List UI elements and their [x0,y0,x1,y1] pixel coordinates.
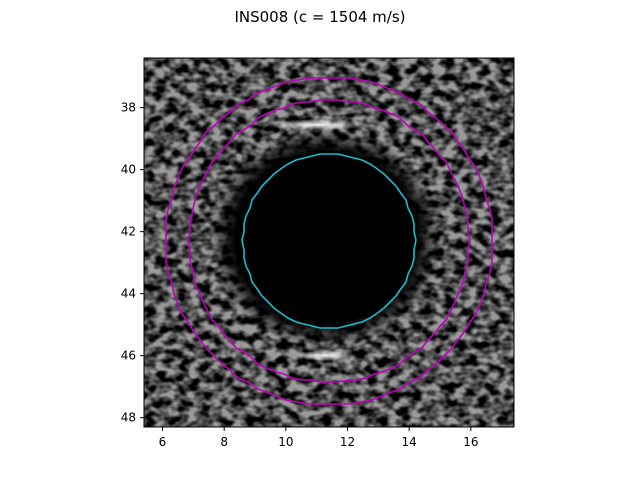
y-axis: 38 40 42 44 46 48 [121,101,144,425]
x-tick-label: 12 [340,435,355,449]
contour-outer-2 [165,77,493,405]
contour-outer-1 [187,99,471,383]
y-tick-label: 44 [121,287,136,301]
dark-lumen [210,127,442,348]
x-axis: 6 8 10 12 14 16 [159,427,478,449]
x-tick-label: 16 [463,435,478,449]
x-tick-label: 10 [278,435,293,449]
figure-title: INS008 (c = 1504 m/s) [234,8,405,26]
bright-band-top [261,119,373,131]
y-tick-label: 46 [121,349,136,363]
contours [165,77,493,405]
x-tick-label: 14 [402,435,417,449]
bright-band-bottom [295,350,357,362]
axes-frame [143,57,515,428]
contour-inner [241,153,417,329]
y-tick-label: 38 [121,101,136,115]
x-tick-label: 8 [220,435,228,449]
x-tick-label: 6 [159,435,167,449]
y-tick-label: 48 [121,411,136,425]
ultrasound-image [144,58,514,427]
axes: 6 8 10 12 14 16 38 40 42 44 46 48 [121,57,515,449]
y-tick-label: 40 [121,163,136,177]
y-tick-label: 42 [121,225,136,239]
